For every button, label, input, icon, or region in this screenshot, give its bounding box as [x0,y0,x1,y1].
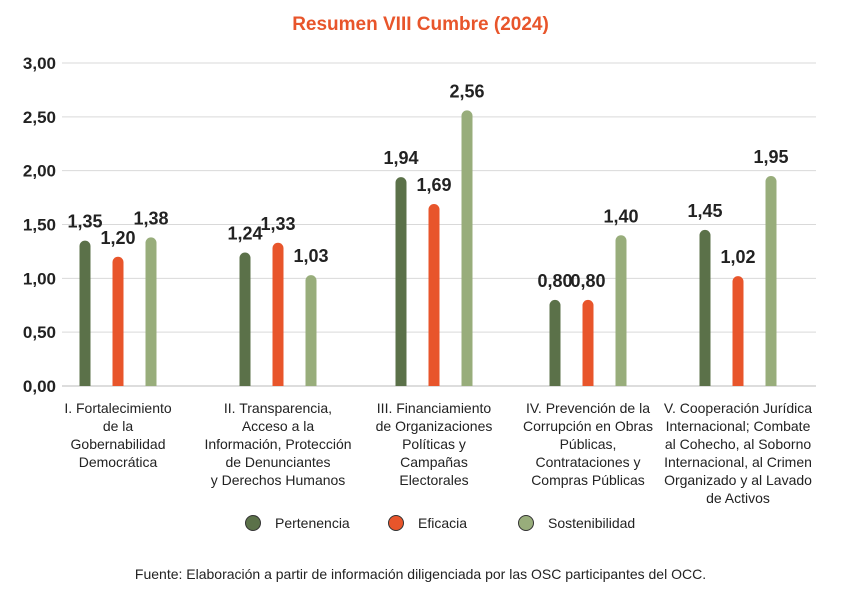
x-tick-label-line: Campañas [400,454,468,470]
x-tick-label-line: II. Transparencia, [223,400,333,416]
x-tick-label-line: de Denunciantes [225,454,331,470]
x-tick-label-line: y Derechos Humanos [210,472,346,488]
bar-sostenibilidad [461,110,473,386]
y-tick-label: 0,50 [23,323,56,342]
legend-item-eficacia: Eficacia [388,515,467,531]
x-tick-label-line: Acceso a la [241,418,315,434]
x-tick-label: V. Cooperación Jurídica Internacional; Co… [663,399,813,507]
data-label: 1,40 [603,206,638,226]
x-tick-label: III. Financiamiento de Organizaciones Polí… [359,399,509,489]
x-tick-label-line: Corrupción en Obras [523,418,653,434]
bar-sostenibilidad [305,275,317,386]
x-tick-label-line: Internacional; Combate [665,418,811,434]
x-tick-label-line: Internacional, al Crimen [664,454,812,470]
bar-eficacia [112,256,124,386]
data-label: 1,94 [383,148,418,168]
x-tick-label-line: Información, Protección [204,436,352,452]
y-tick-label: 1,50 [23,216,56,235]
data-label: 1,02 [720,247,755,267]
y-tick-label: 3,00 [23,54,56,73]
y-tick-label: 1,00 [23,269,56,288]
data-label: 1,24 [227,223,262,243]
legend-swatch [388,515,404,531]
data-label: 1,35 [67,212,102,232]
bar-eficacia [272,242,284,386]
x-tick-label-line: de Organizaciones [375,418,493,434]
bar-eficacia [582,299,594,386]
data-label: 0,80 [537,271,572,291]
data-label: 1,45 [687,201,722,221]
data-label: 1,38 [133,208,168,228]
chart-title: Resumen VIII Cumbre (2024) [292,14,549,35]
legend-swatch [245,515,261,531]
x-tick-label-line: al Cohecho, al Soborno [664,436,812,452]
bar-pertenencia [239,252,251,386]
legend-item-sostenibilidad: Sostenibilidad [518,515,635,531]
bar-eficacia [428,204,440,386]
legend-label: Pertenencia [275,515,350,531]
x-tick-label-line: V. Cooperación Jurídica [663,400,813,416]
x-tick-label-line: Democrática [78,454,158,470]
bar-sostenibilidad [765,176,777,386]
legend-swatch [518,515,534,531]
bar-eficacia [732,276,744,386]
bar-pertenencia [699,229,711,386]
x-tick-label-line: Electorales [399,472,469,488]
x-tick-label-line: IV. Prevención de la [525,400,650,416]
x-tick-label: IV. Prevención de la Corrupción en Obras P… [513,399,663,489]
data-label: 1,69 [416,175,451,195]
legend-item-pertenencia: Pertenencia [245,515,350,531]
data-label: 1,20 [100,228,135,248]
bar-sostenibilidad [615,235,627,386]
x-tick-label: I. Fortalecimiento de la Gobernabilidad Dem… [43,399,193,471]
data-label: 1,03 [293,246,328,266]
legend-label: Sostenibilidad [548,515,636,531]
x-tick-label-line: Gobernabilidad [70,436,166,452]
x-tick-label-line: Contrataciones y [535,454,641,470]
data-label: 0,80 [570,271,605,291]
x-tick-label-line: de la [102,418,134,434]
y-tick-label: 2,50 [23,108,56,127]
x-tick-label-line: III. Financiamiento [376,400,492,416]
source-note: Fuente: Elaboración a partir de informac… [134,566,707,582]
x-tick-label-line: Públicas, [559,436,617,452]
bar-pertenencia [549,299,561,386]
y-tick-label: 2,00 [23,162,56,181]
x-tick-label-line: I. Fortalecimiento [64,400,172,416]
y-tick-label: 0,00 [23,377,56,396]
data-label: 2,56 [449,81,484,101]
x-tick-label-line: Compras Públicas [531,472,645,488]
legend: Pertenencia Eficacia Sostenibilidad [0,515,841,537]
bar-pertenencia [79,240,91,386]
bar-pertenencia [395,177,407,386]
x-tick-label: II. Transparencia, Acceso a la Información… [203,399,353,489]
x-tick-label-line: de Activos [706,490,770,506]
data-label: 1,95 [753,147,788,167]
legend-label: Eficacia [418,515,468,531]
x-tick-label-line: Organizado y al Lavado [664,472,812,488]
x-tick-label-line: Políticas y [402,436,466,452]
bar-sostenibilidad [145,237,157,386]
data-label: 1,33 [260,214,295,234]
